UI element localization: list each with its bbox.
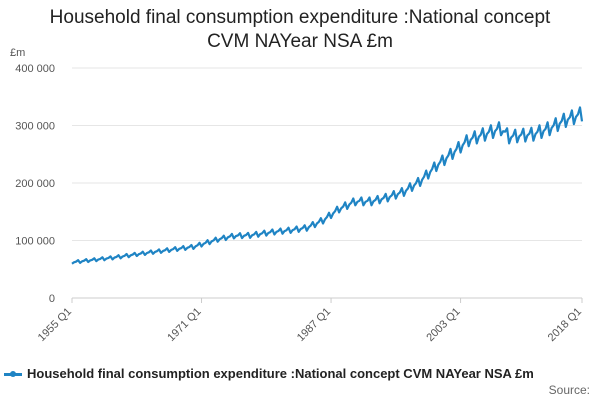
chart-title: Household final consumption expenditure … (0, 6, 600, 54)
gridlines (72, 67, 582, 299)
legend[interactable]: Household final consumption expenditure … (4, 366, 534, 381)
y-axis-ticks: 0 100 000 200 000 300 000 400 000 (15, 63, 55, 305)
x-axis-ticks: 1955 Q1 1971 Q1 1987 Q1 2003 Q1 2018 Q1 (36, 298, 584, 344)
series-group (71, 106, 584, 265)
series-line (71, 106, 584, 265)
x-tick-label: 1971 Q1 (165, 306, 203, 344)
x-tick-label: 1955 Q1 (36, 306, 74, 344)
source-label: Source: (548, 383, 590, 397)
line-chart: 0 100 000 200 000 300 000 400 000 1955 Q1 197… (15, 63, 584, 344)
y-tick-label: 300 000 (15, 121, 55, 133)
x-tick-label: 2003 Q1 (424, 306, 462, 344)
y-tick-label: 200 000 (15, 178, 55, 190)
chart-title-line-2: CVM NAYear NSA £m (207, 31, 393, 52)
x-tick-label: 1987 Q1 (295, 306, 333, 344)
y-tick-label: 0 (49, 293, 55, 305)
legend-label: Household final consumption expenditure … (27, 366, 534, 381)
y-tick-label: 100 000 (15, 236, 55, 248)
y-axis-label: £m (10, 47, 26, 59)
chart-title-line-1: Household final consumption expenditure … (49, 7, 551, 28)
y-tick-label: 400 000 (15, 63, 55, 75)
legend-swatch (4, 371, 22, 378)
x-tick-label: 2018 Q1 (546, 306, 584, 344)
